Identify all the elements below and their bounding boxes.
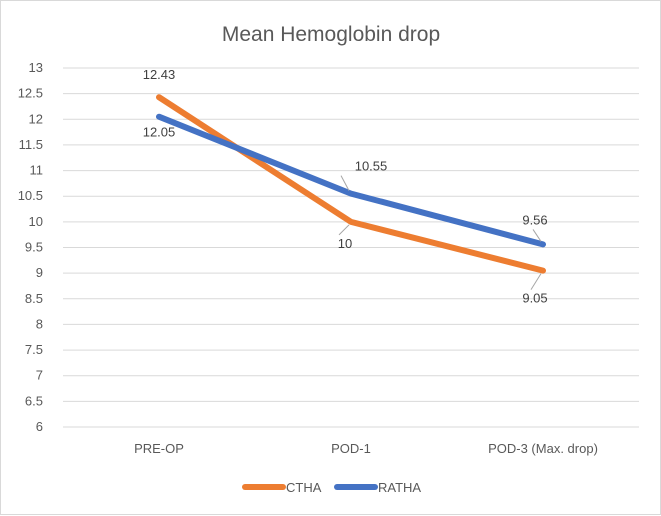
y-tick-label-8: 8: [36, 316, 43, 331]
series-lines: [156, 94, 546, 274]
leader-line-ctha-pod-3-max-drop: [530, 273, 542, 290]
leader-line-ctha-pod-1: [338, 224, 350, 236]
y-tick-label-10-5: 10.5: [18, 188, 43, 203]
y-tick-label-13: 13: [29, 60, 43, 75]
y-tick-label-7-5: 7.5: [25, 342, 43, 357]
y-axis-tick-labels: 6 6.5 7 7.5 8 8.5 9 9.5 10 10.5 11 11.5 12 12.5 13: [18, 60, 43, 434]
data-label-ctha-pod-3-max-drop: 9.05: [522, 291, 547, 306]
x-tick-label-pod-1: POD-1: [331, 441, 371, 456]
data-labels: 12.43 10 9.05 12.05 10.55 9.56: [143, 67, 548, 305]
y-tick-label-6-5: 6.5: [25, 393, 43, 408]
y-tick-label-9: 9: [36, 265, 43, 280]
y-tick-label-11: 11: [30, 163, 44, 178]
data-label-ratha-pod-1: 10.55: [355, 159, 388, 174]
y-tick-label-7: 7: [36, 368, 43, 383]
leader-line-ratha-pod-3-max-drop: [532, 229, 542, 242]
x-tick-label-pod-3-max-drop: POD-3 (Max. drop): [488, 441, 598, 456]
legend: CTHA RATHA: [242, 480, 421, 495]
x-tick-label-pre-op: PRE-OP: [134, 441, 184, 456]
y-tick-label-12-5: 12.5: [18, 86, 43, 101]
leader-line-ratha-pod-1: [340, 175, 350, 191]
y-tick-label-6: 6: [36, 419, 43, 434]
y-tick-label-9-5: 9.5: [25, 240, 43, 255]
gridlines: [63, 67, 639, 428]
chart-title: Mean Hemoglobin drop: [222, 23, 440, 46]
series-line-ratha: [156, 113, 546, 248]
series-line-ctha: [156, 94, 546, 274]
data-label-ctha-pod-1: 10: [338, 236, 352, 251]
label-leader-lines: [338, 175, 542, 290]
x-axis-tick-labels: PRE-OP POD-1 POD-3 (Max. drop): [134, 441, 598, 456]
y-tick-label-10: 10: [29, 214, 43, 229]
legend-label-ctha: CTHA: [286, 480, 322, 495]
y-tick-label-8-5: 8.5: [25, 291, 43, 306]
y-tick-label-12: 12: [29, 111, 43, 126]
y-tick-label-11-5: 11.5: [19, 137, 43, 152]
data-label-ratha-pod-3-max-drop: 9.56: [522, 212, 547, 227]
data-label-ctha-pre-op: 12.43: [143, 67, 176, 82]
legend-label-ratha: RATHA: [378, 480, 421, 495]
data-label-ratha-pre-op: 12.05: [143, 125, 176, 140]
